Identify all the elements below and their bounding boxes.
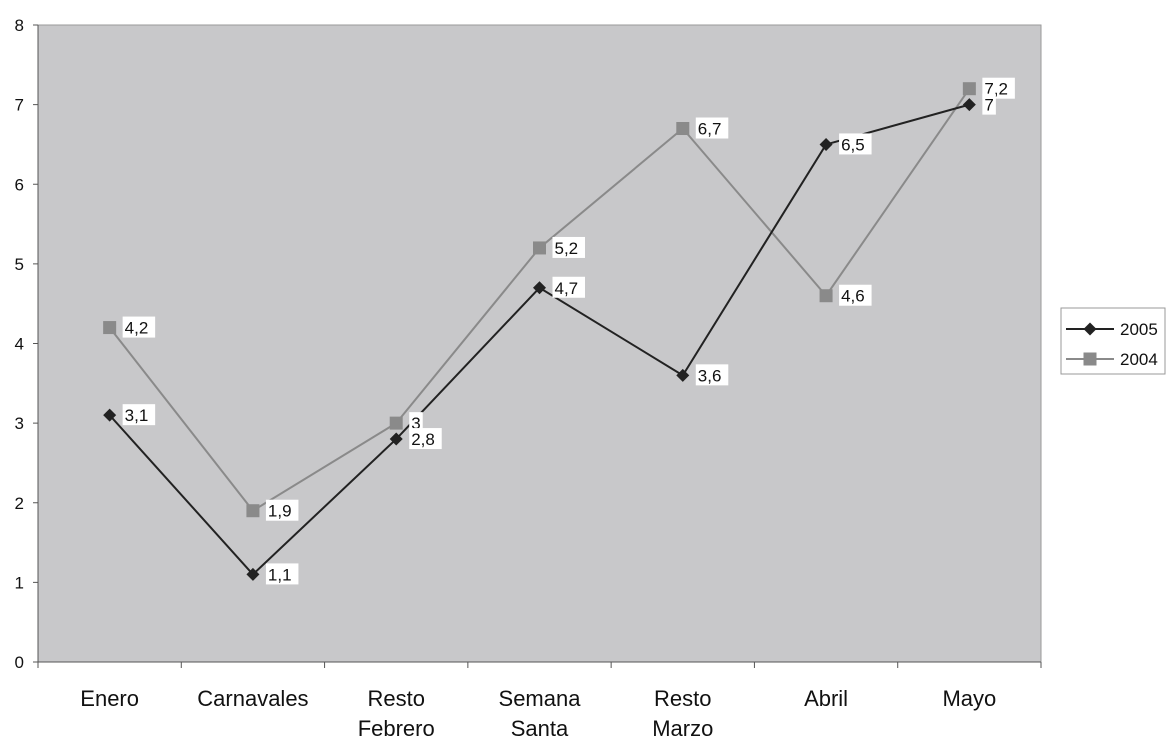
- plot-area: [37, 24, 1042, 663]
- legend-marker-2004: [1083, 352, 1097, 366]
- x-tick-label: Resto Marzo: [652, 686, 713, 738]
- y-tick-label: 8: [15, 16, 24, 35]
- data-label-box: [265, 499, 299, 521]
- data-point-2005: [962, 98, 976, 112]
- data-label-box: [409, 412, 423, 434]
- y-tick-label: 7: [15, 96, 24, 115]
- data-label: 4,6: [841, 287, 865, 306]
- data-point-2005: [676, 368, 690, 382]
- data-point-2004: [819, 289, 833, 303]
- data-label: 3,6: [698, 366, 722, 385]
- x-tick-label: Resto Febrero: [358, 686, 435, 738]
- data-label-box: [409, 428, 442, 450]
- y-tick-label: 4: [15, 335, 24, 354]
- legend-label: 2004: [1120, 350, 1158, 369]
- legend-marker-2005: [1083, 322, 1097, 336]
- data-label: 7: [984, 96, 993, 115]
- legend: 2005 2004: [1060, 307, 1166, 375]
- x-tick-label: Semana Santa: [499, 686, 582, 738]
- y-tick-label: 3: [15, 414, 24, 433]
- data-label: 6,5: [841, 135, 865, 154]
- data-label-box: [695, 117, 729, 139]
- legend-label: 2005: [1120, 320, 1158, 339]
- data-label: 6,7: [698, 120, 722, 139]
- y-tick-label: 0: [15, 653, 24, 672]
- data-label: 3: [411, 414, 420, 433]
- data-label-box: [982, 93, 996, 115]
- data-label: 5,2: [555, 239, 579, 258]
- x-tick-label-line: Carnavales: [197, 686, 308, 711]
- x-tick-label: Enero: [80, 686, 139, 711]
- data-label: 2,8: [411, 430, 435, 449]
- x-tick-label: Carnavales: [197, 686, 308, 711]
- x-tick-label-line: Enero: [80, 686, 139, 711]
- data-label: 4,7: [555, 279, 579, 298]
- x-tick-label-line: Abril: [804, 686, 848, 711]
- y-tick-label: 5: [15, 255, 24, 274]
- axes: 0 1 2 3 4 5 6 7 8 Enero Carnavales Resto Febrero Sema…: [15, 16, 1042, 738]
- data-point-2005: [246, 567, 260, 581]
- x-tick-label-line: Semana: [499, 686, 582, 711]
- y-tick-label: 1: [15, 573, 24, 592]
- data-point-2004: [389, 416, 403, 430]
- data-label-box: [839, 284, 872, 306]
- legend-box: [1060, 307, 1166, 375]
- y-tick-label: 6: [15, 175, 24, 194]
- data-point-2005: [103, 408, 117, 422]
- data-label-box: [982, 77, 1015, 99]
- data-point-2005: [389, 432, 403, 446]
- data-point-2004: [676, 122, 690, 136]
- data-label-box: [695, 364, 729, 386]
- x-tick-label-line: Resto: [367, 686, 424, 711]
- data-point-2004: [962, 82, 976, 96]
- x-tick-label-line: Marzo: [652, 716, 713, 738]
- data-label-box: [552, 276, 585, 298]
- data-label-box: [122, 404, 156, 426]
- data-label: 1,1: [268, 565, 292, 584]
- data-point-2004: [533, 241, 546, 255]
- data-point-2004: [103, 321, 117, 335]
- data-point-2005: [533, 281, 546, 295]
- data-point-2004: [246, 504, 260, 518]
- data-label-box: [122, 316, 156, 338]
- x-tick-label: Abril: [804, 686, 848, 711]
- x-tick-label-line: Febrero: [358, 716, 435, 738]
- series-layer: [103, 82, 976, 581]
- data-label: 3,1: [125, 406, 149, 425]
- data-label-box: [552, 236, 585, 258]
- data-label-box: [839, 133, 872, 155]
- data-point-2005: [819, 137, 833, 151]
- x-tick-label-line: Mayo: [942, 686, 996, 711]
- x-tick-label-line: Resto: [654, 686, 711, 711]
- data-labels-layer: 4,21,935,26,74,67,23,11,12,84,73,66,57: [122, 77, 1015, 585]
- y-tick-label: 2: [15, 494, 24, 513]
- x-tick-label-line: Santa: [511, 716, 569, 738]
- data-label-box: [265, 563, 299, 585]
- x-tick-label: Mayo: [942, 686, 996, 711]
- data-label: 1,9: [268, 502, 292, 521]
- data-label: 4,2: [125, 319, 149, 338]
